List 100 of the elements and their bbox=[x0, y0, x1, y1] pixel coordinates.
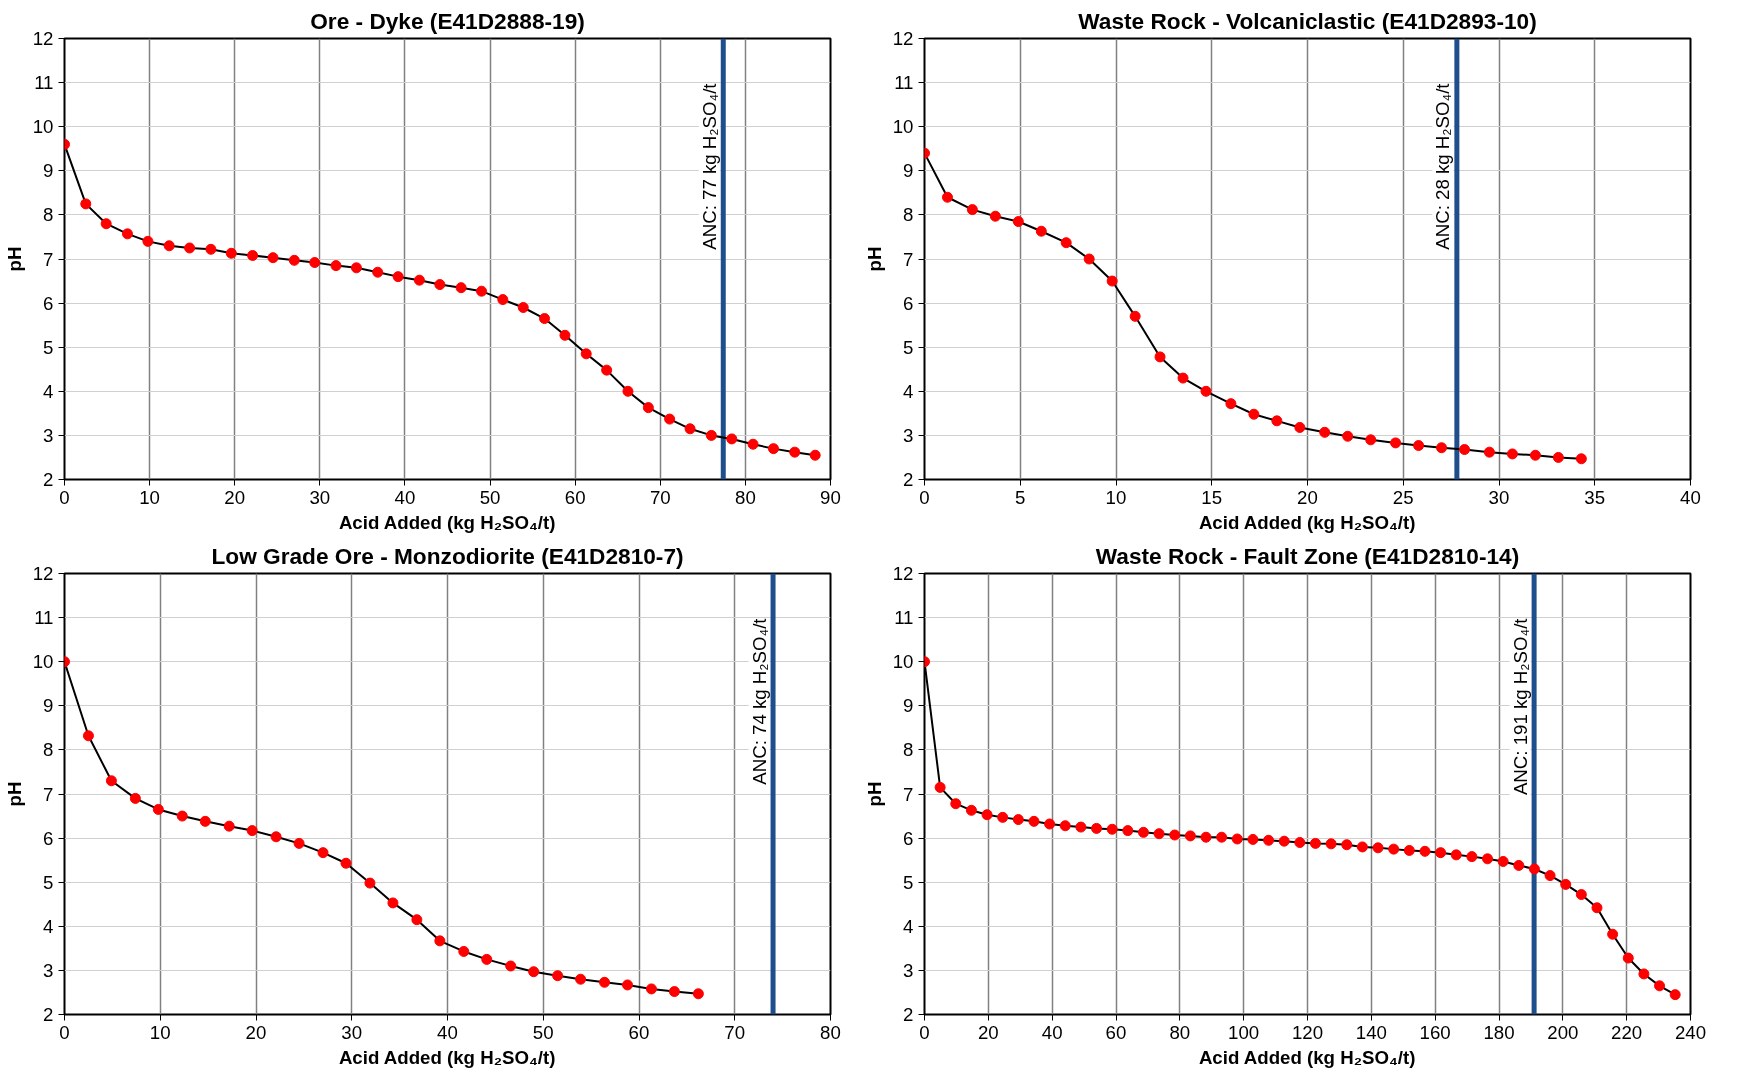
y-tick-label: 12 bbox=[892, 563, 914, 584]
y-tick-label: 7 bbox=[43, 783, 54, 805]
x-tick-label: 10 bbox=[139, 486, 160, 508]
x-tick-label: 0 bbox=[59, 1021, 70, 1043]
ref-line-label: ANC: 77 kg H₂SO₄/t bbox=[698, 82, 720, 250]
x-tick-label: 20 bbox=[224, 486, 246, 508]
x-tick-label: 90 bbox=[820, 486, 841, 508]
y-tick-label: 6 bbox=[43, 827, 54, 849]
x-tick-label: 40 bbox=[1680, 486, 1701, 508]
y-tick-label: 9 bbox=[43, 695, 54, 717]
y-tick-label: 11 bbox=[34, 607, 54, 629]
x-tick-label: 240 bbox=[1674, 1021, 1707, 1043]
x-tick-label: 15 bbox=[1201, 486, 1223, 508]
y-tick-label: 2 bbox=[43, 469, 54, 490]
x-tick-label: 10 bbox=[149, 1021, 171, 1043]
x-tick-label: 60 bbox=[1105, 1021, 1127, 1043]
y-tick-label: 12 bbox=[32, 563, 54, 584]
x-tick-label: 160 bbox=[1419, 1021, 1451, 1043]
x-tick-label: 10 bbox=[1105, 486, 1127, 508]
y-axis-title: pH bbox=[863, 246, 885, 272]
x-tick-label: 20 bbox=[1297, 486, 1318, 508]
x-axis-title: Acid Added (kg H₂SO₄/t) bbox=[338, 511, 556, 533]
y-tick-label: 3 bbox=[43, 959, 54, 981]
y-tick-label: 8 bbox=[903, 739, 914, 761]
x-tick-label: 140 bbox=[1355, 1021, 1387, 1043]
x-tick-label: 30 bbox=[341, 1021, 363, 1043]
chart-title: Waste Rock - Fault Zone (E41D2810-14) bbox=[1095, 542, 1520, 569]
y-tick-label: 4 bbox=[903, 915, 914, 937]
x-tick-label: 60 bbox=[628, 1021, 650, 1043]
y-tick-label: 5 bbox=[43, 871, 54, 893]
ref-line-label: ANC: 191 kg H₂SO₄/t bbox=[1509, 617, 1531, 796]
chart-title: Low Grade Ore - Monzodiorite (E41D2810-7) bbox=[211, 542, 684, 569]
x-tick-label: 40 bbox=[437, 1021, 458, 1043]
y-tick-label: 10 bbox=[892, 116, 914, 138]
x-tick-label: 0 bbox=[59, 486, 70, 508]
chart-title: Ore - Dyke (E41D2888-19) bbox=[310, 7, 585, 34]
x-tick-label: 50 bbox=[479, 486, 501, 508]
y-tick-label: 7 bbox=[903, 783, 914, 805]
x-tick-label: 70 bbox=[724, 1021, 746, 1043]
y-tick-label: 12 bbox=[892, 28, 914, 49]
chart-title: Waste Rock - Volcaniclastic (E41D2893-10) bbox=[1078, 7, 1537, 34]
y-tick-label: 7 bbox=[903, 248, 914, 270]
y-tick-label: 6 bbox=[903, 827, 914, 849]
y-tick-label: 11 bbox=[894, 607, 914, 629]
x-tick-label: 20 bbox=[245, 1021, 267, 1043]
x-tick-label: 180 bbox=[1483, 1021, 1515, 1043]
x-tick-label: 30 bbox=[1488, 486, 1510, 508]
x-tick-label: 35 bbox=[1584, 486, 1606, 508]
y-tick-label: 4 bbox=[903, 380, 914, 402]
y-tick-label: 8 bbox=[43, 739, 54, 761]
x-tick-label: 120 bbox=[1291, 1021, 1324, 1043]
x-tick-label: 40 bbox=[394, 486, 416, 508]
y-tick-label: 9 bbox=[903, 695, 914, 717]
y-tick-label: 10 bbox=[32, 651, 54, 673]
x-tick-label: 30 bbox=[309, 486, 331, 508]
y-tick-label: 2 bbox=[903, 1004, 914, 1025]
y-tick-label: 8 bbox=[43, 204, 54, 226]
x-tick-label: 5 bbox=[1015, 486, 1026, 508]
x-tick-label: 80 bbox=[820, 1021, 841, 1043]
ref-line-label: ANC: 28 kg H₂SO₄/t bbox=[1432, 82, 1454, 250]
y-tick-label: 10 bbox=[892, 651, 914, 673]
x-tick-label: 100 bbox=[1228, 1021, 1260, 1043]
y-tick-label: 5 bbox=[903, 871, 914, 893]
y-tick-label: 2 bbox=[43, 1004, 54, 1025]
x-axis-title: Acid Added (kg H₂SO₄/t) bbox=[338, 1046, 556, 1068]
y-tick-label: 6 bbox=[43, 292, 54, 314]
x-tick-label: 80 bbox=[1169, 1021, 1191, 1043]
ref-line-label: ANC: 74 kg H₂SO₄/t bbox=[748, 617, 770, 785]
x-tick-label: 50 bbox=[532, 1021, 554, 1043]
y-axis-title: pH bbox=[3, 781, 25, 807]
x-tick-label: 0 bbox=[919, 1021, 930, 1043]
y-tick-label: 3 bbox=[903, 424, 914, 446]
y-tick-label: 11 bbox=[34, 72, 54, 94]
y-axis-title: pH bbox=[863, 781, 885, 807]
y-tick-label: 6 bbox=[903, 292, 914, 314]
x-axis-title: Acid Added (kg H₂SO₄/t) bbox=[1198, 1046, 1416, 1068]
x-tick-label: 20 bbox=[977, 1021, 999, 1043]
y-tick-label: 8 bbox=[903, 204, 914, 226]
x-tick-label: 40 bbox=[1041, 1021, 1063, 1043]
y-tick-label: 12 bbox=[32, 28, 54, 49]
y-tick-label: 4 bbox=[43, 380, 54, 402]
y-tick-label: 10 bbox=[32, 116, 54, 138]
x-tick-label: 25 bbox=[1392, 486, 1414, 508]
x-tick-label: 220 bbox=[1611, 1021, 1643, 1043]
y-tick-label: 3 bbox=[903, 959, 914, 981]
y-tick-label: 9 bbox=[43, 160, 54, 182]
x-tick-label: 200 bbox=[1547, 1021, 1579, 1043]
y-tick-label: 11 bbox=[894, 72, 914, 94]
y-tick-label: 3 bbox=[43, 424, 54, 446]
y-tick-label: 9 bbox=[903, 160, 914, 182]
y-tick-label: 5 bbox=[903, 336, 914, 358]
x-tick-label: 0 bbox=[919, 486, 930, 508]
x-tick-label: 80 bbox=[735, 486, 756, 508]
y-tick-label: 5 bbox=[43, 336, 54, 358]
y-tick-label: 4 bbox=[43, 915, 54, 937]
y-axis-title: pH bbox=[3, 246, 25, 272]
x-tick-label: 70 bbox=[649, 486, 671, 508]
y-tick-label: 2 bbox=[903, 469, 914, 490]
x-tick-label: 60 bbox=[564, 486, 586, 508]
y-tick-label: 7 bbox=[43, 248, 54, 270]
